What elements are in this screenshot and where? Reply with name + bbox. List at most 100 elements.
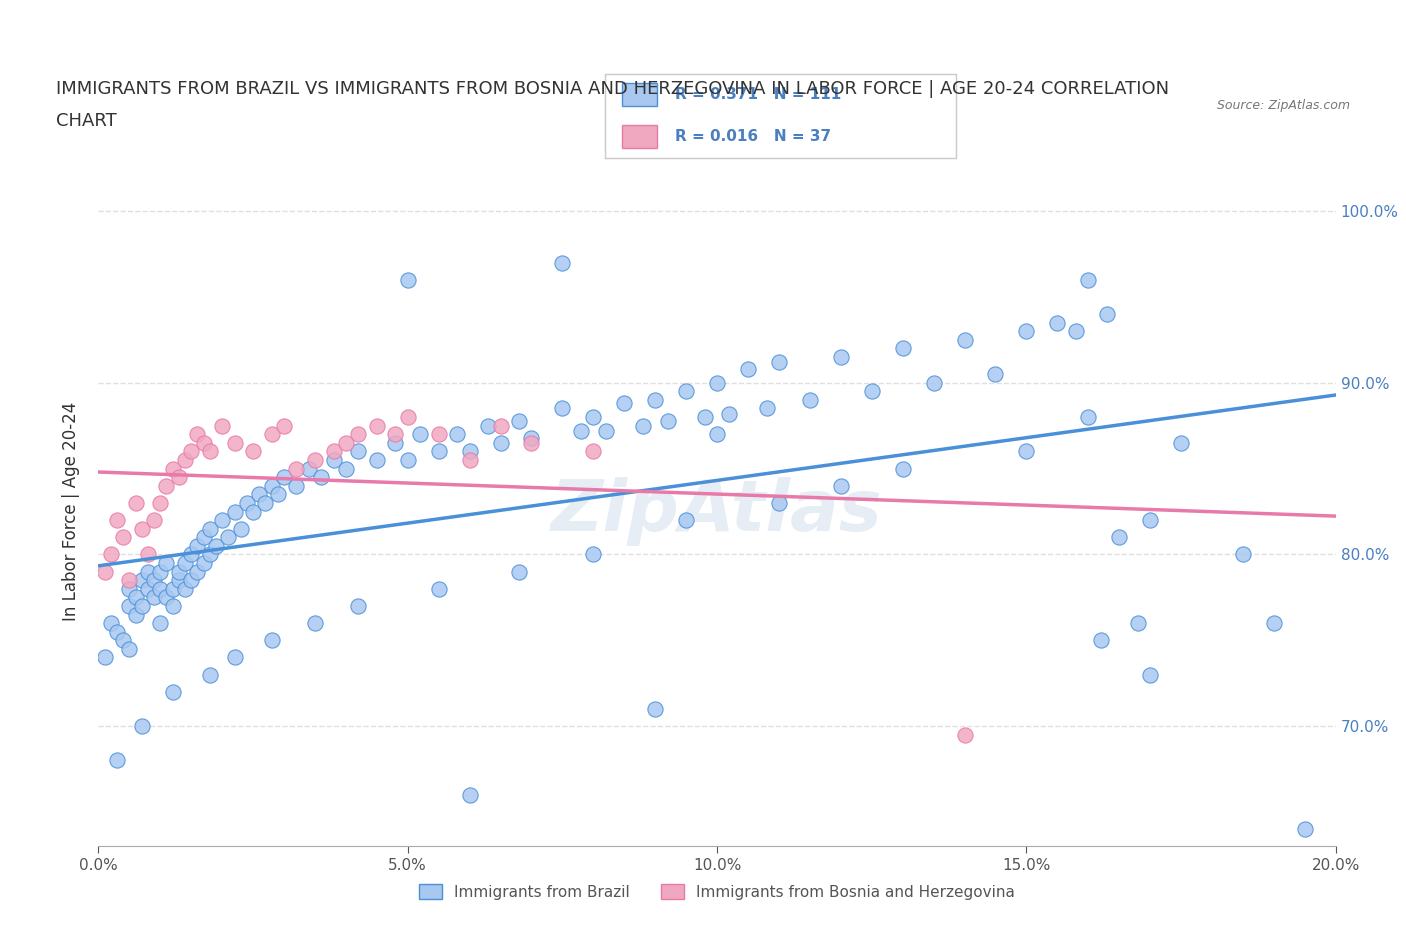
Point	[984, 366, 1007, 381]
Point	[520, 435, 543, 450]
Point	[180, 547, 202, 562]
Point	[458, 788, 481, 803]
Point	[768, 354, 790, 369]
Point	[273, 418, 295, 433]
Point	[366, 418, 388, 433]
Point	[322, 444, 344, 458]
Point	[706, 376, 728, 391]
Point	[143, 512, 166, 527]
Point	[112, 632, 135, 647]
Point	[569, 423, 592, 438]
Point	[396, 409, 419, 424]
Point	[224, 650, 246, 665]
Point	[489, 435, 512, 450]
Point	[260, 427, 283, 442]
Point	[285, 461, 308, 476]
Point	[193, 555, 215, 570]
Point	[100, 616, 122, 631]
Point	[644, 701, 666, 716]
Point	[922, 376, 945, 391]
Point	[205, 538, 228, 553]
Point	[335, 435, 357, 450]
Point	[186, 565, 208, 579]
Point	[131, 599, 153, 614]
Point	[149, 581, 172, 596]
Point	[347, 427, 370, 442]
Point	[162, 684, 184, 699]
Point	[891, 341, 914, 356]
Point	[1015, 324, 1038, 339]
Point	[508, 413, 530, 428]
Point	[167, 470, 190, 485]
Point	[675, 512, 697, 527]
Point	[830, 350, 852, 365]
Point	[174, 453, 197, 468]
Point	[458, 453, 481, 468]
Point	[93, 650, 115, 665]
Point	[427, 427, 450, 442]
Point	[799, 392, 821, 407]
Point	[675, 384, 697, 399]
Point	[118, 599, 141, 614]
Point	[198, 444, 221, 458]
Point	[1077, 272, 1099, 287]
Point	[174, 581, 197, 596]
Point	[1232, 547, 1254, 562]
Point	[582, 547, 605, 562]
Point	[1015, 444, 1038, 458]
Point	[335, 461, 357, 476]
Point	[631, 418, 654, 433]
Point	[224, 504, 246, 519]
Text: R = 0.016   N = 37: R = 0.016 N = 37	[675, 129, 831, 144]
Bar	[623, 83, 658, 106]
Point	[112, 530, 135, 545]
Point	[582, 444, 605, 458]
Point	[1046, 315, 1069, 330]
Point	[136, 581, 159, 596]
Point	[396, 453, 419, 468]
Point	[180, 444, 202, 458]
Point	[136, 565, 159, 579]
Point	[131, 719, 153, 734]
Point	[174, 555, 197, 570]
Point	[1064, 324, 1087, 339]
Point	[458, 444, 481, 458]
Point	[143, 573, 166, 588]
Point	[118, 573, 141, 588]
Point	[706, 427, 728, 442]
Point	[131, 573, 153, 588]
Point	[366, 453, 388, 468]
Point	[953, 727, 976, 742]
Point	[217, 530, 239, 545]
Point	[551, 255, 574, 270]
Point	[267, 487, 290, 502]
Point	[131, 521, 153, 536]
Point	[551, 401, 574, 416]
Point	[93, 565, 115, 579]
Bar	[623, 125, 658, 148]
Point	[124, 607, 146, 622]
Point	[309, 470, 332, 485]
Point	[100, 547, 122, 562]
Point	[242, 504, 264, 519]
Point	[396, 272, 419, 287]
Point	[1090, 632, 1112, 647]
Point	[477, 418, 499, 433]
Point	[118, 642, 141, 657]
Point	[520, 431, 543, 445]
Point	[149, 616, 172, 631]
Point	[193, 435, 215, 450]
Point	[124, 590, 146, 604]
Point	[830, 478, 852, 493]
Point	[198, 547, 221, 562]
Point	[167, 573, 190, 588]
Point	[347, 444, 370, 458]
Point	[298, 461, 321, 476]
Point	[1263, 616, 1285, 631]
Point	[595, 423, 617, 438]
Point	[953, 332, 976, 347]
Point	[285, 478, 308, 493]
Point	[149, 496, 172, 511]
Text: CHART: CHART	[56, 113, 117, 130]
Point	[193, 530, 215, 545]
